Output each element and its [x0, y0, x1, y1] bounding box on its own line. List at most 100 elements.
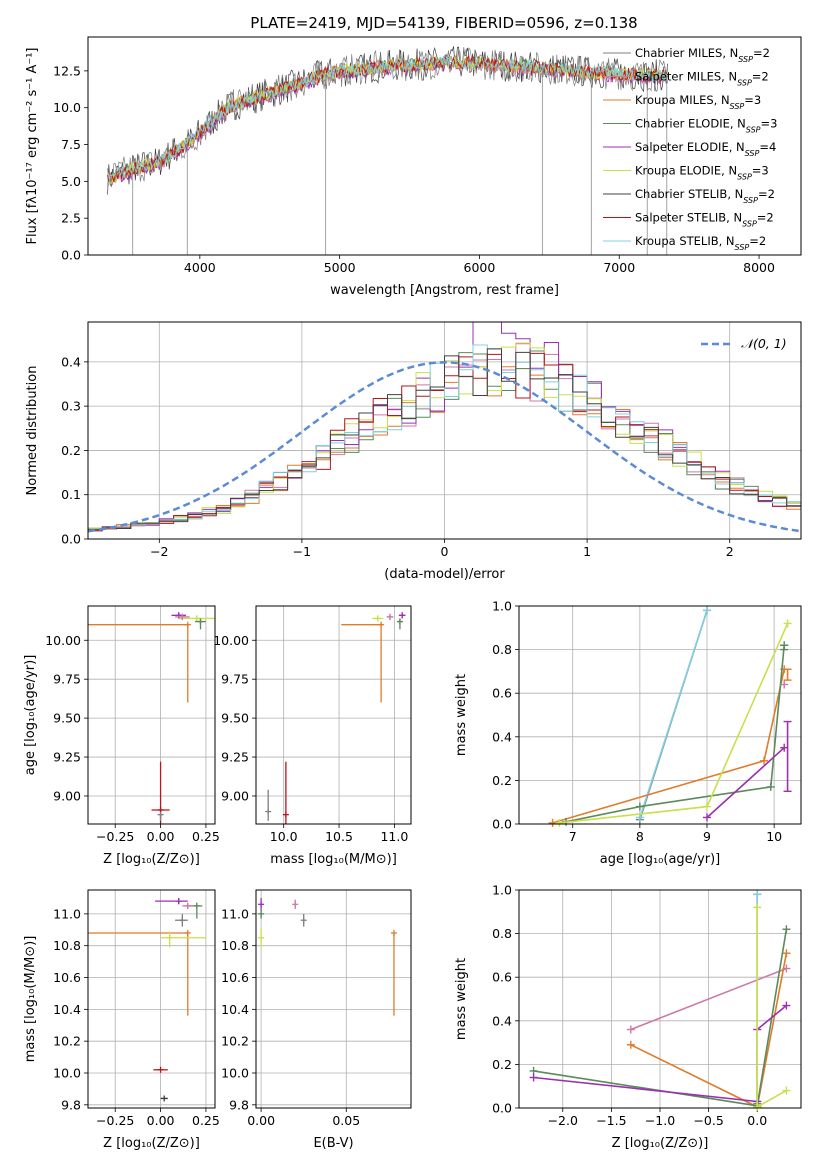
y-tick-label: 7.5 — [61, 137, 81, 152]
mass-weight-lines — [529, 890, 791, 1111]
x-tick-label: 0.00 — [147, 1113, 175, 1128]
y-tick-label: 9.25 — [221, 750, 249, 765]
x-axis-label: Z [log₁₀(Z/Z⊙)] — [103, 852, 200, 867]
y-axis-label: mass weight — [454, 958, 469, 1040]
figure-title: PLATE=2419, MJD=54139, FIBERID=0596, z=0… — [250, 14, 637, 32]
y-tick-label: 0.0 — [61, 248, 81, 263]
legend-entry-7: Salpeter STELIB, NSSP=2 — [635, 211, 774, 229]
panel-mass_vs_ebv: 0.00 0.05 9.8 10.0 10.2 10.4 10.6 10.8 11.0 E(B-V… — [221, 889, 412, 1151]
axes-frame — [87, 36, 802, 256]
y-tick-label: 11.0 — [53, 906, 81, 921]
histogram-6 — [88, 348, 801, 531]
errorbars — [265, 612, 406, 824]
y-axis-label: Normed distribution — [25, 366, 40, 496]
x-tick-label: 6000 — [464, 260, 496, 275]
mw-line-3 — [565, 645, 785, 823]
histogram-4 — [88, 322, 801, 529]
mw-line-4 — [706, 747, 785, 819]
y-tick-label: 0.8 — [492, 926, 512, 941]
x-tick-label: −0.5 — [693, 1113, 723, 1128]
axes-frame — [255, 605, 412, 825]
y-tick-label: 12.5 — [53, 63, 81, 78]
x-tick-label: 0.05 — [332, 1113, 360, 1128]
y-tick-label: 0.6 — [492, 970, 512, 985]
x-axis-label: Z [log₁₀(Z/Z⊙)] — [103, 1136, 200, 1151]
axes-frame — [255, 889, 412, 1109]
y-tick-label: 9.00 — [221, 788, 249, 803]
errorbars — [258, 897, 397, 1016]
y-tick-label: 0.4 — [492, 1013, 512, 1028]
axes-frame — [87, 321, 802, 540]
histograms — [88, 322, 801, 533]
panels: 4000 5000 6000 7000 80000.02.55.07.510.012.5… — [23, 36, 802, 1151]
y-tick-label: 10.4 — [221, 1002, 249, 1017]
x-tick-label: 5000 — [324, 260, 356, 275]
x-tick-label: 7000 — [603, 260, 635, 275]
y-tick-label: 2.5 — [61, 211, 81, 226]
x-tick-label: 10.0 — [270, 829, 298, 844]
x-tick-label: 8000 — [743, 260, 775, 275]
y-tick-label: 0.8 — [492, 642, 512, 657]
x-tick-label: 10 — [766, 829, 782, 844]
x-tick-label: −2.0 — [548, 1113, 578, 1128]
spectrum-line-kroupa-elodie — [107, 56, 668, 184]
y-axis-label: mass [log₁₀(M/M⊙)] — [23, 936, 38, 1063]
x-axis-label: Z [log₁₀(Z/Z⊙)] — [612, 1136, 709, 1151]
y-tick-label: 10.8 — [53, 938, 81, 953]
x-tick-label: 8 — [636, 829, 644, 844]
y-tick-label: 0.3 — [61, 399, 81, 414]
y-tick-label: 0.1 — [61, 487, 81, 502]
x-axis-label: wavelength [Angstrom, rest frame] — [330, 283, 559, 298]
y-axis-label: age [log₁₀(age/yr)] — [23, 655, 38, 776]
mw-line-5 — [559, 623, 789, 824]
panel-residuals: −2 −1 0 1 2 0.0 0.1 0.2 0.3 0.4 (data-model)/error… — [25, 321, 802, 582]
y-tick-label: 9.75 — [221, 672, 249, 687]
x-tick-label: 7 — [569, 829, 577, 844]
x-tick-label: 0 — [441, 544, 449, 559]
spectrum-line-chabrier-miles — [107, 47, 668, 186]
mw-line-8 — [639, 610, 708, 818]
y-tick-label: 9.8 — [229, 1097, 249, 1112]
legend-entry-3: Chabrier ELODIE, NSSP=3 — [635, 117, 777, 135]
panel-age_vs_Z: −0.25 0.00 0.25 9.00 9.25 9.50 9.75 10.00 Z [log… — [23, 605, 220, 867]
x-tick-label: 0.0 — [747, 1113, 767, 1128]
panel-mw_vs_age: 7 8 9 10 0.0 0.2 0.4 0.6 0.8 1.0 age [log₁₀(age/yr… — [454, 599, 802, 867]
y-tick-label: 9.75 — [53, 672, 81, 687]
y-axis-label: mass weight — [454, 674, 469, 756]
y-tick-label: 9.50 — [221, 711, 249, 726]
errorbars — [88, 612, 215, 824]
x-tick-label: −0.25 — [96, 829, 134, 844]
x-tick-label: −2 — [150, 544, 168, 559]
spectrum-lines — [107, 46, 668, 255]
mw-line-1 — [630, 967, 787, 1031]
x-axis-label: age [log₁₀(age/yr)] — [600, 852, 721, 867]
x-tick-label: 2 — [726, 544, 734, 559]
mw-line-2 — [552, 669, 785, 824]
x-tick-label: −1.5 — [596, 1113, 626, 1128]
legend-entry-6: Chabrier STELIB, NSSP=2 — [635, 187, 775, 205]
x-tick-label: 1 — [583, 544, 591, 559]
x-tick-label: 0.25 — [192, 829, 220, 844]
y-tick-label: 1.0 — [492, 883, 512, 898]
x-tick-label: 0.00 — [247, 1113, 275, 1128]
x-tick-label: 4000 — [184, 260, 216, 275]
legend-entry-normal: 𝒩(0, 1) — [741, 336, 787, 351]
x-tick-label: 10.5 — [325, 829, 353, 844]
legend-entry-5: Kroupa ELODIE, NSSP=3 — [635, 164, 769, 182]
axes-frame — [518, 605, 802, 825]
y-tick-label: 0.0 — [61, 532, 81, 547]
x-tick-label: 0.25 — [192, 1113, 220, 1128]
x-tick-label: −1 — [293, 544, 311, 559]
y-tick-label: 10.6 — [221, 970, 249, 985]
y-tick-label: 10.0 — [221, 1065, 249, 1080]
panel-mw_vs_Z: −2.0 −1.5 −1.0 −0.5 0.0 0.0 0.2 0.4 0.6 0.8 1.0 Z [… — [454, 883, 802, 1151]
legend-entry-1: Salpeter MILES, NSSP=2 — [635, 70, 769, 88]
y-tick-label: 0.2 — [492, 1057, 512, 1072]
y-tick-label: 10.2 — [221, 1034, 249, 1049]
y-tick-label: 10.00 — [45, 633, 81, 648]
legend-entry-8: Kroupa STELIB, NSSP=2 — [635, 234, 766, 252]
y-tick-label: 9.50 — [53, 711, 81, 726]
x-tick-label: −0.25 — [96, 1113, 134, 1128]
y-tick-label: 5.0 — [61, 174, 81, 189]
y-tick-label: 0.4 — [492, 729, 512, 744]
